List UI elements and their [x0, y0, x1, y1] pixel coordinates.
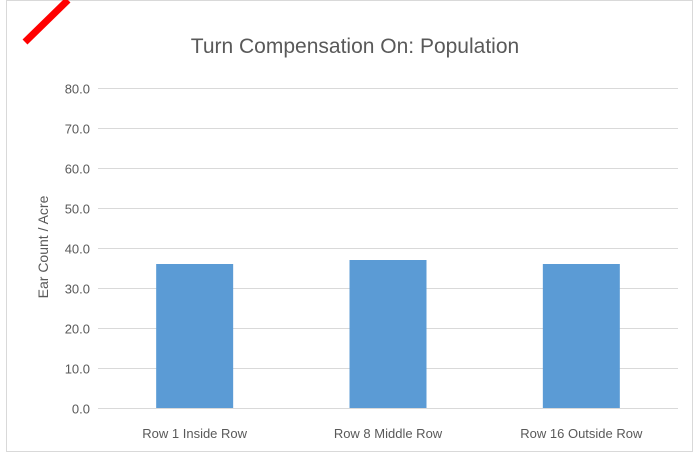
y-tick-label: 80.0: [65, 82, 90, 97]
y-tick-label: 70.0: [65, 122, 90, 137]
bars: [156, 260, 620, 408]
y-tick-label: 60.0: [65, 162, 90, 177]
y-axis-label: Ear Count / Acre: [35, 195, 51, 298]
y-tick-label: 40.0: [65, 242, 90, 257]
bar: [156, 264, 234, 408]
y-tick-labels: 0.0 10.0 20.0 30.0 40.0 50.0 60.0 70.0 80.0: [65, 82, 90, 417]
x-tick-label: Row 1 Inside Row: [142, 426, 247, 441]
x-tick-label: Row 8 Middle Row: [334, 426, 443, 441]
x-tick-label: Row 16 Outside Row: [520, 426, 643, 441]
red-annotation-stroke: [22, 0, 71, 45]
y-tick-label: 0.0: [72, 402, 90, 417]
y-tick-label: 30.0: [65, 282, 90, 297]
bar: [542, 264, 620, 408]
y-tick-label: 10.0: [65, 362, 90, 377]
x-tick-labels: Row 1 Inside Row Row 8 Middle Row Row 16 O…: [142, 426, 643, 441]
y-tick-label: 50.0: [65, 202, 90, 217]
bar: [349, 260, 427, 408]
chart-title: Turn Compensation On: Population: [191, 35, 519, 58]
y-tick-label: 20.0: [65, 322, 90, 337]
